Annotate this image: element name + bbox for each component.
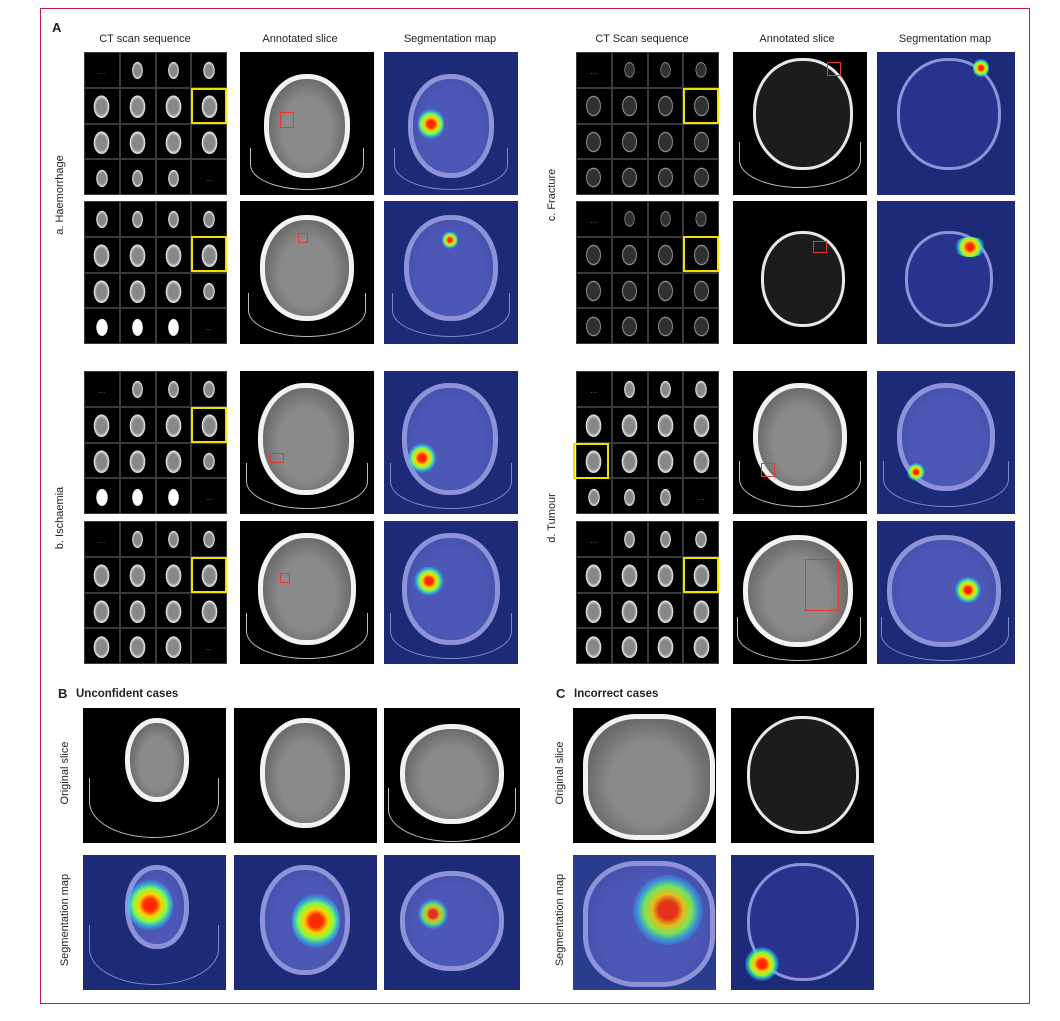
ct-sequence-grid: ... ... bbox=[576, 371, 719, 514]
ct-sequence-grid: ... bbox=[576, 52, 719, 195]
ct-sequence-grid: ... ... bbox=[84, 371, 227, 514]
segmentation-map bbox=[83, 855, 226, 990]
annotated-slice bbox=[733, 521, 867, 664]
segmentation-map bbox=[234, 855, 377, 990]
annotated-slice bbox=[733, 52, 867, 195]
row-label-tumour: d. Tumour bbox=[546, 493, 558, 543]
row-label-segmentation-map: Segmentation map bbox=[59, 873, 71, 967]
header-segmentation-left: Segmentation map bbox=[403, 33, 497, 45]
ct-sequence-grid: ... bbox=[84, 201, 227, 344]
annotated-slice bbox=[733, 371, 867, 514]
segmentation-map bbox=[384, 521, 518, 664]
ct-sequence-grid: ... bbox=[576, 201, 719, 344]
segmentation-map bbox=[877, 521, 1015, 664]
segmentation-map bbox=[731, 855, 874, 990]
figure-frame bbox=[40, 8, 1030, 1004]
ct-sequence-grid: ... bbox=[576, 521, 719, 664]
segmentation-map bbox=[384, 52, 518, 195]
header-annotated-left: Annotated slice bbox=[262, 33, 338, 45]
panel-c-letter: C bbox=[556, 686, 566, 701]
annotated-slice bbox=[733, 201, 867, 344]
original-slice bbox=[83, 708, 226, 843]
original-slice bbox=[384, 708, 520, 843]
original-slice bbox=[573, 708, 716, 843]
panel-b-letter: B bbox=[58, 686, 68, 701]
header-annotated-right: Annotated slice bbox=[759, 33, 835, 45]
annotated-slice bbox=[240, 201, 374, 344]
annotated-slice bbox=[240, 52, 374, 195]
segmentation-map bbox=[384, 201, 518, 344]
row-label-original-slice: Original slice bbox=[59, 741, 71, 805]
segmentation-map bbox=[877, 52, 1015, 195]
annotated-slice bbox=[240, 521, 374, 664]
row-label-ischaemia: b. Ischaemia bbox=[54, 486, 66, 550]
row-label-original-slice: Original slice bbox=[554, 741, 566, 805]
header-ct-sequence-left: CT scan sequence bbox=[99, 33, 191, 45]
panel-c-title: Incorrect cases bbox=[574, 688, 659, 700]
header-segmentation-right: Segmentation map bbox=[898, 33, 992, 45]
segmentation-map bbox=[573, 855, 716, 990]
segmentation-map bbox=[877, 371, 1015, 514]
original-slice bbox=[234, 708, 377, 843]
original-slice bbox=[731, 708, 874, 843]
panel-a-letter: A bbox=[52, 20, 62, 35]
row-label-fracture: c. Fracture bbox=[546, 168, 558, 222]
panel-b-title: Unconfident cases bbox=[76, 688, 179, 700]
segmentation-map bbox=[384, 371, 518, 514]
ct-sequence-grid: ... ... bbox=[84, 52, 227, 195]
ct-sequence-grid: ... ... bbox=[84, 521, 227, 664]
annotated-slice bbox=[240, 371, 374, 514]
row-label-haemorrhage: a. Haemorrhage bbox=[54, 155, 66, 235]
header-ct-sequence-right: CT Scan sequence bbox=[595, 33, 689, 45]
row-label-segmentation-map: Segmentation map bbox=[554, 873, 566, 967]
segmentation-map bbox=[877, 201, 1015, 344]
segmentation-map bbox=[384, 855, 520, 990]
